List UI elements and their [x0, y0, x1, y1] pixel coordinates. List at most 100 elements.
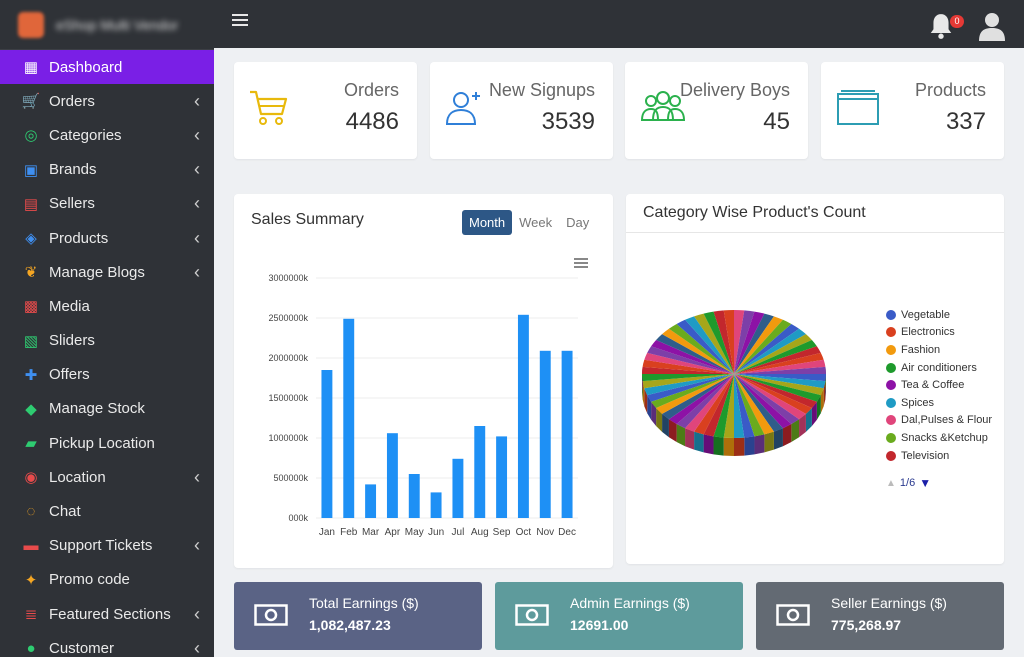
pie-slice[interactable] — [734, 359, 826, 374]
pie-slice[interactable] — [662, 374, 734, 420]
pie-slice[interactable] — [694, 313, 734, 374]
stat-card-delivery-boys[interactable]: Delivery Boys 45 — [625, 62, 808, 159]
pie-slice[interactable] — [642, 366, 734, 374]
menu-toggle-icon[interactable] — [232, 14, 248, 28]
pie-slice[interactable] — [734, 374, 774, 435]
tab-week[interactable]: Week — [519, 215, 553, 230]
sidebar-item-products[interactable]: ◈ Products ‹ — [0, 221, 214, 255]
sidebar-item-pickup-location[interactable]: ▰ Pickup Location — [0, 426, 214, 460]
earnings-card-seller[interactable]: Seller Earnings ($) 775,268.97 — [756, 582, 1004, 650]
pie-slice[interactable] — [734, 319, 792, 374]
pie-slice[interactable] — [734, 374, 824, 396]
sidebar-item-manage-stock[interactable]: ◆ Manage Stock — [0, 392, 214, 426]
pie-slice[interactable] — [644, 352, 734, 374]
legend-item[interactable]: Spices — [886, 394, 992, 412]
pie-slice[interactable] — [668, 374, 734, 425]
sidebar-item-media[interactable]: ▩ Media — [0, 289, 214, 323]
sidebar-item-brands[interactable]: ▣ Brands ‹ — [0, 153, 214, 187]
pie-slice[interactable] — [734, 374, 812, 414]
stat-card-products[interactable]: Products 337 — [821, 62, 1004, 159]
pie-slice[interactable] — [734, 313, 774, 374]
bar-jun[interactable] — [430, 492, 442, 518]
bar-sep[interactable] — [496, 436, 508, 518]
pager-next-icon[interactable]: ▼ — [919, 476, 932, 490]
chart-menu-icon[interactable] — [574, 258, 588, 270]
pie-slice[interactable] — [734, 316, 783, 374]
pie-slice[interactable] — [642, 374, 734, 389]
pie-slice[interactable] — [734, 374, 800, 425]
pie-slice[interactable] — [647, 346, 734, 374]
pie-slice[interactable] — [713, 310, 734, 374]
pie-slice[interactable] — [642, 374, 734, 382]
bar-oct[interactable] — [517, 314, 529, 518]
pie-slice[interactable] — [734, 374, 792, 429]
pie-slice[interactable] — [694, 374, 734, 435]
pie-slice[interactable] — [676, 374, 734, 429]
pie-slice[interactable] — [734, 346, 821, 374]
legend-item[interactable]: Snacks &Ketchup — [886, 429, 992, 447]
pie-slice[interactable] — [734, 374, 783, 432]
sidebar-item-manage-blogs[interactable]: ❦ Manage Blogs ‹ — [0, 255, 214, 289]
stat-card-orders[interactable]: Orders 4486 — [234, 62, 417, 159]
pie-slice[interactable] — [676, 319, 734, 374]
pie-slice[interactable] — [734, 310, 745, 374]
sidebar-item-orders[interactable]: 🛒 Orders ‹ — [0, 84, 214, 118]
bar-dec[interactable] — [561, 350, 573, 518]
bar-may[interactable] — [408, 474, 420, 518]
bar-aug[interactable] — [474, 426, 486, 518]
sidebar-item-promo-code[interactable]: ✦ Promo code — [0, 563, 214, 597]
sidebar-item-location[interactable]: ◉ Location ‹ — [0, 460, 214, 494]
bell-icon[interactable] — [928, 12, 954, 40]
bar-apr[interactable] — [386, 433, 398, 518]
pie-slice[interactable] — [668, 323, 734, 374]
bar-jan[interactable] — [321, 370, 333, 518]
pie-slice[interactable] — [734, 328, 806, 374]
pie-slice[interactable] — [644, 374, 734, 396]
sidebar-item-categories[interactable]: ◎ Categories ‹ — [0, 118, 214, 152]
sidebar-item-chat[interactable]: ◌ Chat — [0, 494, 214, 528]
sidebar-item-support-tickets[interactable]: ▬ Support Tickets ‹ — [0, 529, 214, 563]
pie-slice[interactable] — [734, 334, 812, 374]
pie-slice[interactable] — [734, 374, 826, 389]
pie-slice[interactable] — [656, 374, 734, 414]
pie-slice[interactable] — [651, 374, 734, 409]
pie-slice[interactable] — [647, 374, 734, 402]
pie-slice[interactable] — [734, 310, 755, 374]
tab-month[interactable]: Month — [462, 210, 513, 235]
sidebar-item-dashboard[interactable]: ▦ Dashboard — [0, 50, 214, 85]
pie-slice[interactable] — [685, 374, 734, 432]
legend-item[interactable]: Electronics — [886, 324, 992, 342]
bar-jul[interactable] — [452, 458, 464, 518]
bar-nov[interactable] — [539, 350, 551, 518]
pie-slice[interactable] — [734, 374, 821, 402]
pie-slice[interactable] — [734, 374, 745, 438]
pie-slice[interactable] — [734, 311, 765, 374]
stat-card-new-signups[interactable]: New Signups 3539 — [430, 62, 613, 159]
sidebar-item-sellers[interactable]: ▤ Sellers ‹ — [0, 187, 214, 221]
pie-slice[interactable] — [656, 334, 734, 374]
pie-slice[interactable] — [723, 374, 734, 438]
pie-slice[interactable] — [685, 316, 734, 374]
bar-mar[interactable] — [365, 484, 377, 518]
pie-slice[interactable] — [723, 310, 734, 374]
pie-slice[interactable] — [703, 311, 734, 374]
legend-item[interactable]: Tea & Coffee — [886, 376, 992, 394]
pie-slice[interactable] — [662, 328, 734, 374]
pie-slice[interactable] — [734, 352, 824, 374]
legend-item[interactable]: Television — [886, 447, 992, 465]
earnings-card-total[interactable]: Total Earnings ($) 1,082,487.23 — [234, 582, 482, 650]
pie-slice[interactable] — [734, 374, 765, 437]
bar-feb[interactable] — [343, 318, 355, 518]
tab-day[interactable]: Day — [566, 215, 590, 230]
sidebar-item-featured-sections[interactable]: ≣ Featured Sections ‹ — [0, 597, 214, 631]
pie-slice[interactable] — [651, 339, 734, 374]
earnings-card-admin[interactable]: Admin Earnings ($) 12691.00 — [495, 582, 743, 650]
pie-slice[interactable] — [734, 374, 826, 382]
sidebar-item-offers[interactable]: ✚ Offers — [0, 358, 214, 392]
pie-slice[interactable] — [703, 374, 734, 437]
pager-prev-icon[interactable]: ▲ — [886, 477, 896, 489]
pie-slice[interactable] — [734, 374, 755, 438]
legend-item[interactable]: Vegetable — [886, 306, 992, 324]
sidebar-item-sliders[interactable]: ▧ Sliders — [0, 324, 214, 358]
user-avatar-icon[interactable] — [978, 11, 1006, 41]
